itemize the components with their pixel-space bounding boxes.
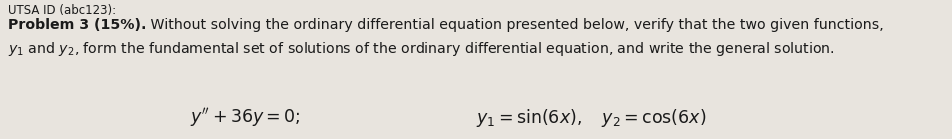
Text: Without solving the ordinary differential equation presented below, verify that : Without solving the ordinary differentia… [147,18,884,32]
Text: $y_1 = \mathrm{sin}(6x), \quad y_2 = \mathrm{cos}(6x)$: $y_1 = \mathrm{sin}(6x), \quad y_2 = \ma… [476,107,706,129]
Text: UTSA ID (abc123):: UTSA ID (abc123): [8,4,116,17]
Text: $y'' + 36y = 0;$: $y'' + 36y = 0;$ [190,106,301,129]
Text: Problem 3 (15%).: Problem 3 (15%). [8,18,147,32]
Text: $y_1$ and $y_2$, form the fundamental set of solutions of the ordinary different: $y_1$ and $y_2$, form the fundamental se… [8,40,835,58]
